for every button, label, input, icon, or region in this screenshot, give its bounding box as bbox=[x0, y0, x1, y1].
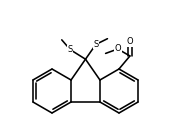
Text: O: O bbox=[115, 45, 121, 54]
Text: S: S bbox=[93, 40, 98, 49]
Text: O: O bbox=[127, 38, 133, 46]
Text: S: S bbox=[68, 45, 73, 54]
